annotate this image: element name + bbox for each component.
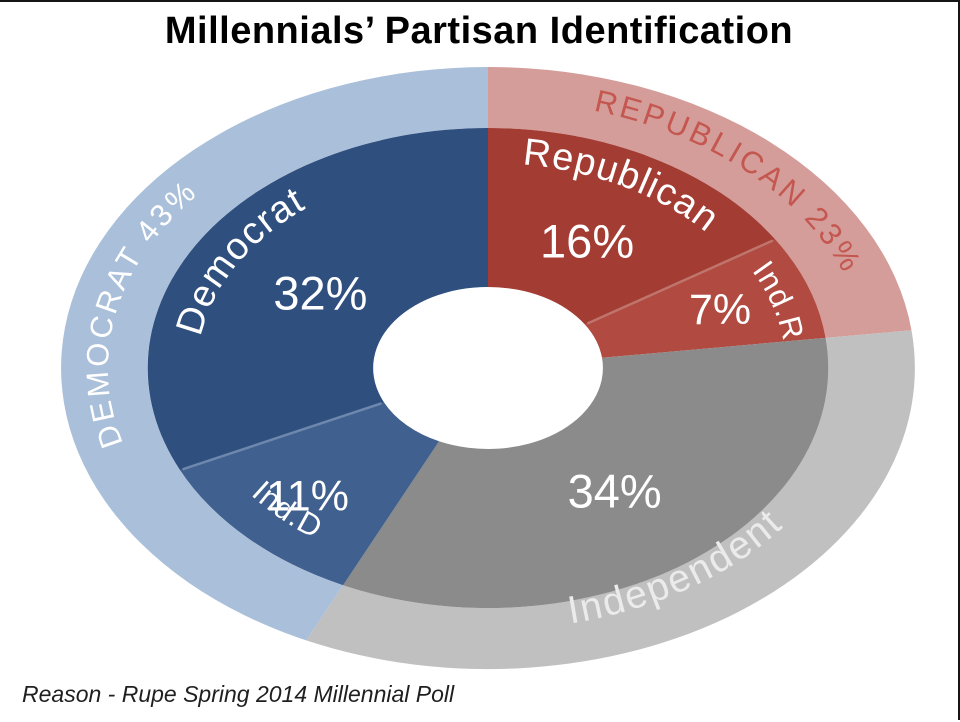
outer-ring-segment-independent	[306, 330, 915, 670]
value-label-ind-d: 11%	[266, 472, 349, 520]
value-label-independent: 34%	[568, 464, 662, 517]
value-label-ind-r: 7%	[689, 286, 751, 334]
outer-ring-segment-republican	[488, 67, 912, 338]
inner-slice-ind-d	[180, 402, 440, 586]
inner-slice-republican	[488, 128, 776, 325]
value-label-democrat: 32%	[273, 266, 367, 319]
value-label-republican: 16%	[540, 214, 634, 267]
slice-divider	[182, 402, 382, 471]
inner-slice-ind-r	[585, 239, 826, 358]
source-citation: Reason - Rupe Spring 2014 Millennial Pol…	[22, 681, 455, 707]
inner-slice-independent	[343, 337, 829, 609]
slice-divider	[586, 239, 774, 325]
inner-slice-democrat	[147, 128, 488, 471]
outer-ring-segment-democrat	[61, 66, 489, 641]
chart-title: Millennials’ Partisan Identification	[164, 10, 794, 52]
